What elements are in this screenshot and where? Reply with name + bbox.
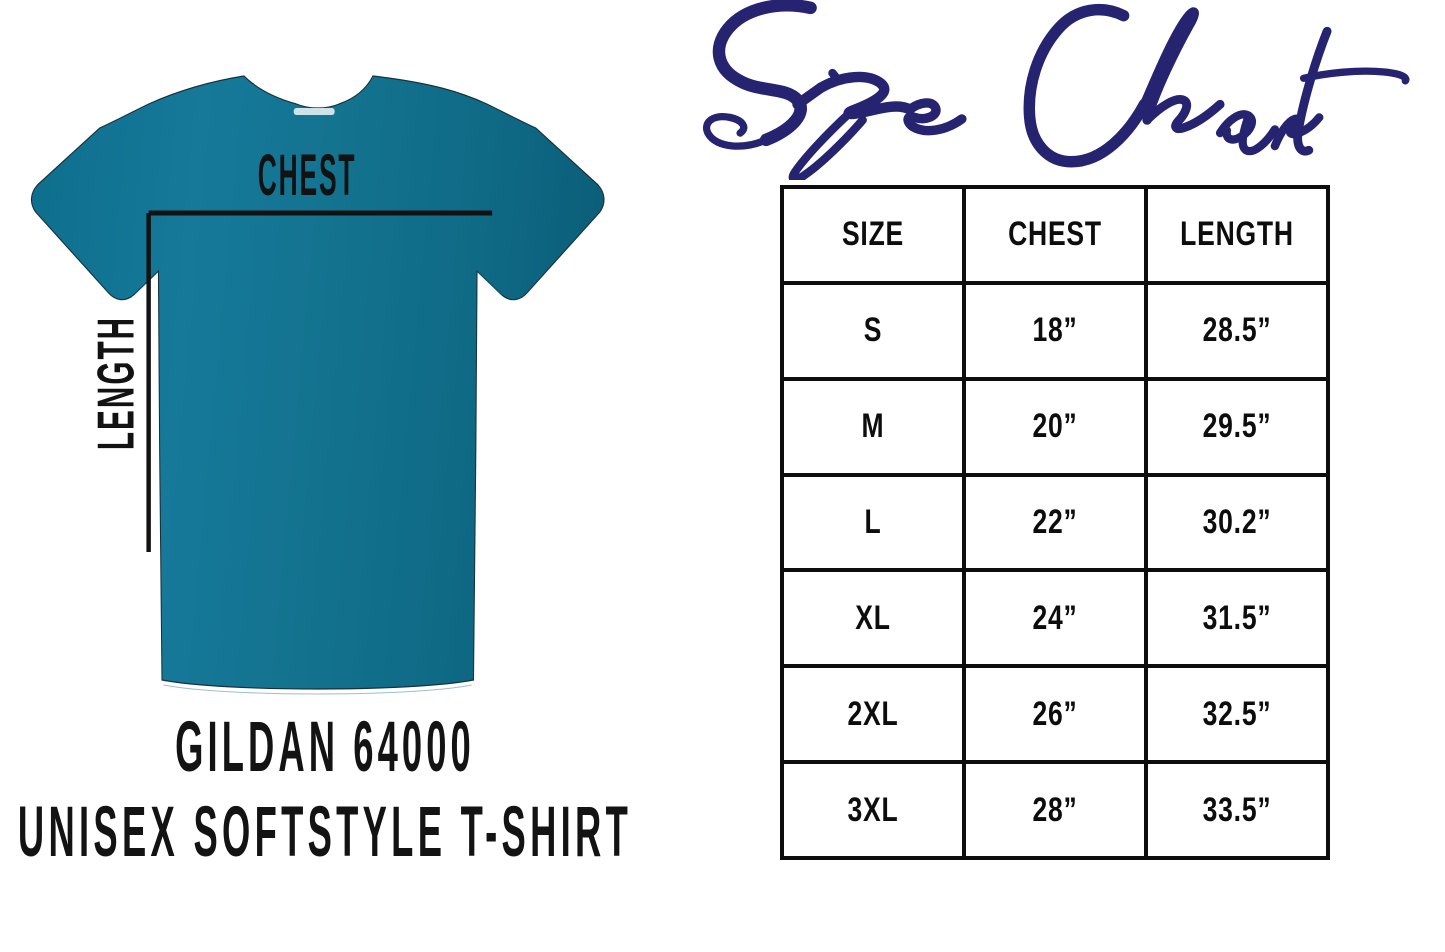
svg-text:CHEST: CHEST (258, 142, 357, 208)
svg-text:LENGTH: LENGTH (87, 316, 145, 450)
